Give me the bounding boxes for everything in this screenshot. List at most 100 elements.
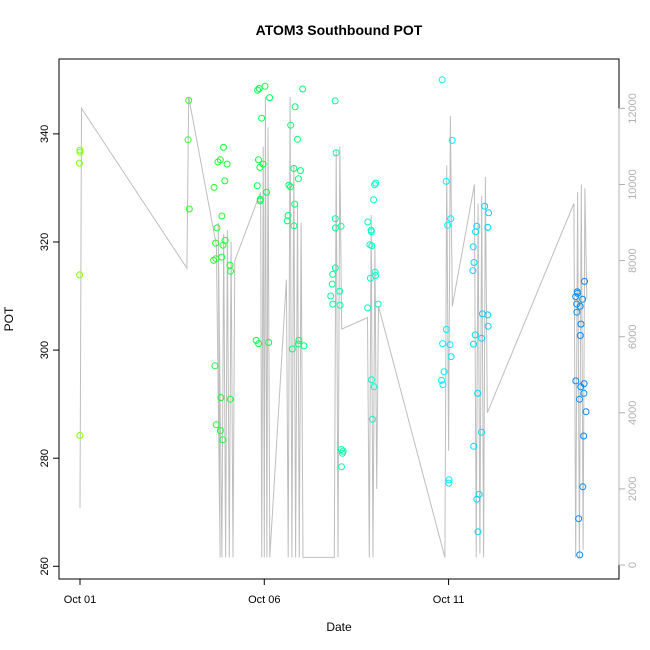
data-point (371, 268, 379, 276)
data-point (211, 362, 219, 370)
data-point (210, 256, 218, 264)
y-axis: 260 280 300 320 340 (39, 125, 59, 575)
data-point (370, 383, 378, 391)
data-point (445, 476, 453, 484)
data-point (481, 202, 489, 210)
data-point (338, 463, 345, 471)
chart-title: ATOM3 Southbound POT (256, 22, 423, 38)
data-point (447, 353, 455, 361)
x-axis: Oct 01 Oct 06 Oct 11 (64, 578, 465, 606)
data-point (213, 224, 221, 232)
data-point (185, 205, 193, 213)
data-point (572, 377, 580, 385)
data-point (290, 165, 298, 172)
data-point (371, 181, 379, 189)
data-point (478, 428, 485, 436)
data-point (469, 267, 477, 275)
data-point (368, 242, 376, 250)
data-point (439, 340, 447, 348)
data-point (576, 302, 584, 310)
data-point (576, 395, 583, 403)
data-point (580, 432, 588, 440)
data-point (470, 259, 478, 266)
right-tick-label: 0 (627, 562, 639, 568)
y-tick-label: 260 (39, 557, 51, 575)
data-point (368, 415, 376, 423)
data-point (226, 395, 234, 403)
data-point (472, 228, 480, 236)
data-point (484, 322, 492, 330)
data-point (374, 300, 382, 308)
data-point (331, 264, 339, 272)
y-tick-label: 280 (39, 449, 51, 467)
data-point (212, 239, 220, 247)
data-point (284, 212, 292, 219)
data-point (573, 300, 581, 308)
data-point (184, 136, 192, 144)
data-point (442, 177, 450, 185)
data-point (255, 85, 263, 92)
data-point (212, 421, 220, 429)
data-point (331, 224, 339, 232)
data-point (76, 146, 84, 154)
data-point (444, 221, 452, 229)
data-point (256, 197, 264, 205)
data-point (258, 114, 266, 122)
data-point (300, 342, 308, 350)
data-point (288, 345, 296, 353)
right-axis: 0 2000 4000 6000 8000 10000 12000 (618, 93, 639, 568)
right-tick-label: 6000 (627, 324, 639, 348)
data-point (287, 183, 294, 191)
data-point (294, 135, 301, 143)
data-point (291, 103, 299, 111)
data-point (328, 280, 336, 288)
data-point (574, 289, 581, 297)
data-point (223, 160, 231, 168)
y-tick-label: 340 (39, 125, 51, 143)
data-point (579, 295, 587, 303)
data-point (438, 376, 445, 384)
data-point (484, 223, 492, 231)
data-point (438, 76, 446, 84)
data-point (366, 274, 374, 282)
data-point (329, 300, 337, 308)
data-point (227, 267, 235, 275)
data-point (470, 442, 478, 450)
data-point (577, 320, 585, 328)
y-axis-label: POT (2, 306, 16, 331)
data-point (261, 82, 269, 90)
data-point (469, 243, 477, 251)
data-point (217, 394, 225, 402)
right-tick-label: 10000 (627, 169, 639, 200)
data-point (75, 159, 83, 167)
data-point (339, 449, 346, 457)
x-tick-label: Oct 11 (433, 594, 465, 606)
data-point (256, 163, 264, 171)
data-point (579, 483, 587, 491)
data-point (484, 311, 492, 319)
data-point (266, 94, 274, 102)
data-point (572, 293, 580, 301)
data-point (283, 217, 291, 225)
right-tick-label: 8000 (627, 248, 639, 272)
secondary-line-layer (79, 96, 588, 558)
data-point (295, 336, 303, 344)
data-point (216, 427, 224, 435)
y-tick-label: 320 (39, 233, 51, 251)
data-point (576, 551, 584, 559)
data-point (474, 389, 482, 397)
data-point (76, 271, 84, 279)
data-point (485, 209, 493, 217)
data-point (210, 183, 218, 191)
data-point (285, 181, 293, 189)
data-point (573, 308, 581, 316)
data-point (478, 334, 486, 342)
data-point (576, 332, 584, 339)
right-tick-label: 2000 (627, 477, 639, 501)
data-point (332, 149, 340, 157)
data-point (219, 436, 227, 444)
x-axis-label: Date (326, 620, 352, 634)
data-point (263, 188, 270, 196)
data-point (447, 215, 455, 223)
